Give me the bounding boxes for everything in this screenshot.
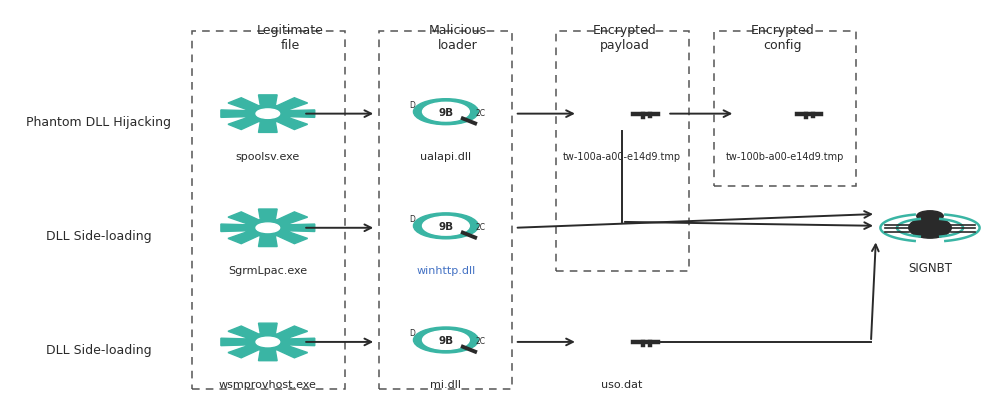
- Text: SIGNBT: SIGNBT: [907, 262, 951, 274]
- Circle shape: [247, 220, 288, 236]
- Circle shape: [247, 334, 288, 350]
- Text: wsmprovhost.exe: wsmprovhost.exe: [219, 380, 317, 389]
- Text: 2C: 2C: [474, 222, 484, 231]
- Text: Encrypted
config: Encrypted config: [750, 24, 813, 52]
- Text: spoolsv.exe: spoolsv.exe: [236, 152, 300, 162]
- Text: winhttp.dll: winhttp.dll: [416, 265, 475, 276]
- Bar: [556, 32, 688, 272]
- Circle shape: [413, 99, 477, 126]
- Polygon shape: [221, 324, 315, 361]
- Circle shape: [422, 217, 468, 236]
- Text: Encrypted
payload: Encrypted payload: [593, 24, 656, 52]
- Ellipse shape: [908, 218, 950, 238]
- Text: tw-100a-a00-e14d9.tmp: tw-100a-a00-e14d9.tmp: [563, 152, 680, 162]
- Circle shape: [413, 213, 477, 239]
- Circle shape: [256, 223, 280, 233]
- Bar: [192, 32, 344, 389]
- Text: Malicious
loader: Malicious loader: [428, 24, 486, 52]
- Polygon shape: [221, 96, 315, 133]
- Text: SgrmLpac.exe: SgrmLpac.exe: [228, 265, 307, 276]
- Text: uso.dat: uso.dat: [601, 380, 642, 389]
- Text: tw-100b-a00-e14d9.tmp: tw-100b-a00-e14d9.tmp: [725, 152, 844, 162]
- Bar: [379, 32, 512, 389]
- Text: D: D: [408, 101, 414, 110]
- Circle shape: [247, 106, 288, 123]
- Text: 9B: 9B: [438, 335, 453, 345]
- Text: Phantom DLL Hijacking: Phantom DLL Hijacking: [26, 116, 171, 129]
- Circle shape: [413, 327, 477, 353]
- Text: DLL Side-loading: DLL Side-loading: [46, 229, 151, 243]
- Circle shape: [256, 337, 280, 347]
- Text: Legitimate
file: Legitimate file: [257, 24, 324, 52]
- Circle shape: [916, 211, 942, 222]
- Circle shape: [422, 103, 468, 122]
- Text: 9B: 9B: [438, 108, 453, 117]
- Bar: [713, 32, 856, 187]
- Circle shape: [422, 331, 468, 349]
- Polygon shape: [221, 209, 315, 247]
- Text: 2C: 2C: [474, 336, 484, 345]
- Text: D: D: [408, 328, 414, 337]
- Text: mi.dll: mi.dll: [430, 380, 461, 389]
- Text: DLL Side-loading: DLL Side-loading: [46, 344, 151, 356]
- Circle shape: [256, 110, 280, 119]
- Text: 2C: 2C: [474, 108, 484, 117]
- Text: D: D: [408, 215, 414, 224]
- Text: ualapi.dll: ualapi.dll: [420, 152, 471, 162]
- Text: 9B: 9B: [438, 221, 453, 231]
